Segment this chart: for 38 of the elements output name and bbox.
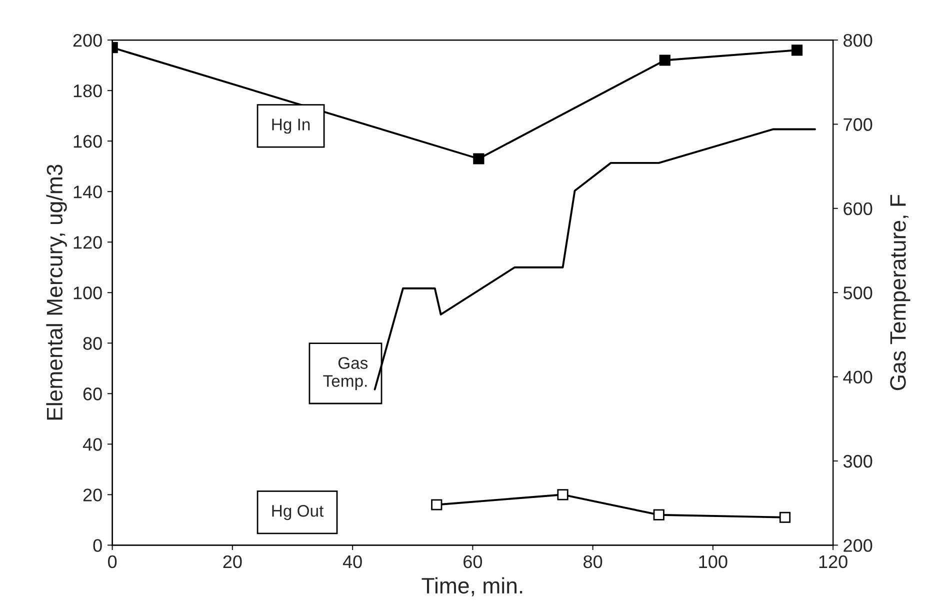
text: Hg Out bbox=[272, 505, 324, 520]
x-tick-label: 120 bbox=[819, 555, 848, 568]
x-tick-label: 60 bbox=[464, 555, 482, 568]
y2-tick-label: 200 bbox=[844, 539, 872, 552]
y-tick-label: 0 bbox=[93, 539, 102, 552]
x-axis-title: Time, min. bbox=[422, 577, 522, 596]
y2-tick-label: 800 bbox=[844, 34, 872, 47]
y2-tick-label: 500 bbox=[843, 286, 872, 300]
y-tick-label: 120 bbox=[74, 236, 102, 249]
y-tick-label: 160 bbox=[74, 135, 102, 148]
y-tick-label: 140 bbox=[74, 186, 102, 198]
y-axis-title: Elemental Mercury, ug/m3 bbox=[46, 164, 67, 420]
point bbox=[779, 512, 791, 523]
x-tick-label: 80 bbox=[584, 555, 602, 568]
point bbox=[473, 153, 484, 164]
series-label: Hg In bbox=[272, 118, 310, 134]
point bbox=[659, 54, 670, 66]
y-tick-label: 60 bbox=[83, 388, 102, 400]
y2-tick-label: 400 bbox=[843, 370, 872, 384]
series-label: Gas Temp. bbox=[323, 357, 368, 390]
x-tick-label: 0 bbox=[108, 555, 117, 568]
point bbox=[653, 509, 664, 520]
point bbox=[431, 499, 442, 510]
x-tick-label: 100 bbox=[699, 555, 728, 568]
y2-tick-label: 700 bbox=[844, 118, 872, 131]
y-tick-label: 180 bbox=[74, 84, 102, 98]
y-tick-label: 200 bbox=[73, 34, 102, 47]
y2-tick-label: 300 bbox=[843, 454, 872, 468]
y-tick-label: 40 bbox=[82, 438, 102, 451]
y2-axis-title: Gas Temperature, F bbox=[890, 194, 910, 390]
x-tick-label: 20 bbox=[223, 555, 242, 568]
y-tick-label: 20 bbox=[83, 488, 102, 502]
y-tick-label: 80 bbox=[83, 337, 102, 350]
point bbox=[557, 489, 568, 500]
x-tick-label: 40 bbox=[342, 555, 362, 568]
y2-tick-label: 600 bbox=[844, 202, 872, 216]
point bbox=[791, 44, 803, 56]
y-tick-label: 100 bbox=[74, 286, 102, 300]
